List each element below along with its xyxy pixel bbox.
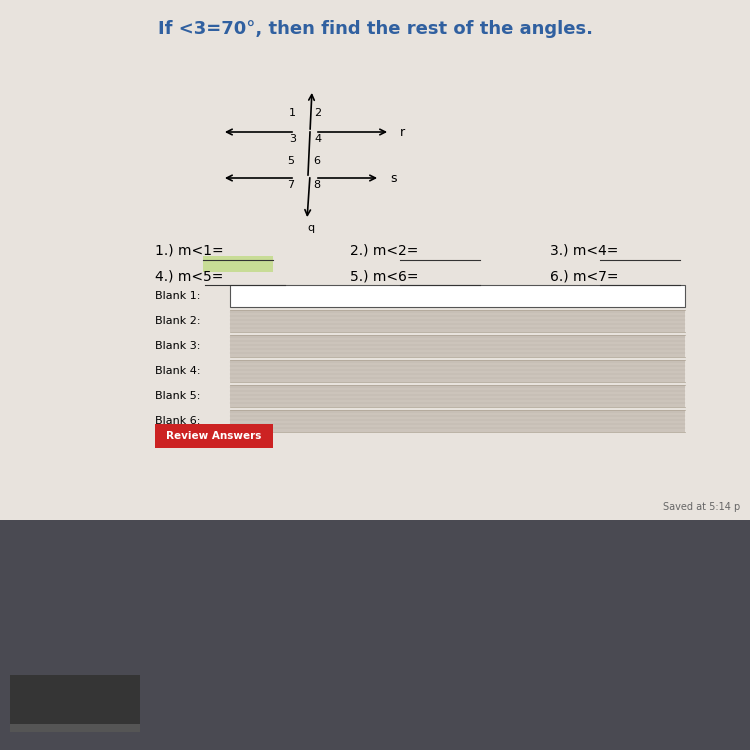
Text: 5.) m<6=: 5.) m<6= [350,269,418,283]
Text: 2: 2 [314,108,321,118]
Text: 5: 5 [287,156,294,166]
Bar [230,285,685,307]
Text: 7: 7 [286,180,294,190]
Bar [0,0,750,520]
Text: 3: 3 [289,134,296,144]
Bar [155,424,273,448]
Text: s: s [390,172,397,184]
Text: 4: 4 [314,134,321,144]
Text: r: r [400,125,405,139]
Bar [230,360,685,382]
Text: Review Answers: Review Answers [166,431,262,441]
Bar [10,724,140,732]
Bar [202,256,272,272]
Text: Blank 4:: Blank 4: [155,366,200,376]
Text: Blank 2:: Blank 2: [155,316,200,326]
Bar [230,385,685,407]
Text: 4.) m<5=: 4.) m<5= [155,269,224,283]
Text: Saved at 5:14 p: Saved at 5:14 p [663,502,740,512]
Text: 3.) m<4=: 3.) m<4= [550,244,618,258]
Text: 6: 6 [313,156,320,166]
Bar [230,310,685,332]
Text: 6.) m<7=: 6.) m<7= [550,269,619,283]
Text: Blank 3:: Blank 3: [155,341,200,351]
Text: 1.) m<1=: 1.) m<1= [155,244,224,258]
Text: Blank 5:: Blank 5: [155,391,200,401]
Bar [0,520,750,750]
Text: Blank 1:: Blank 1: [155,291,200,301]
Text: Blank 6:: Blank 6: [155,416,200,426]
Text: If <3=70°, then find the rest of the angles.: If <3=70°, then find the rest of the ang… [158,20,592,38]
Bar [230,410,685,432]
Text: 2.) m<2=: 2.) m<2= [350,244,418,258]
Text: q: q [307,223,314,233]
Bar [10,675,140,730]
Text: 8: 8 [313,180,320,190]
Bar [230,335,685,357]
Text: 1: 1 [289,108,296,118]
